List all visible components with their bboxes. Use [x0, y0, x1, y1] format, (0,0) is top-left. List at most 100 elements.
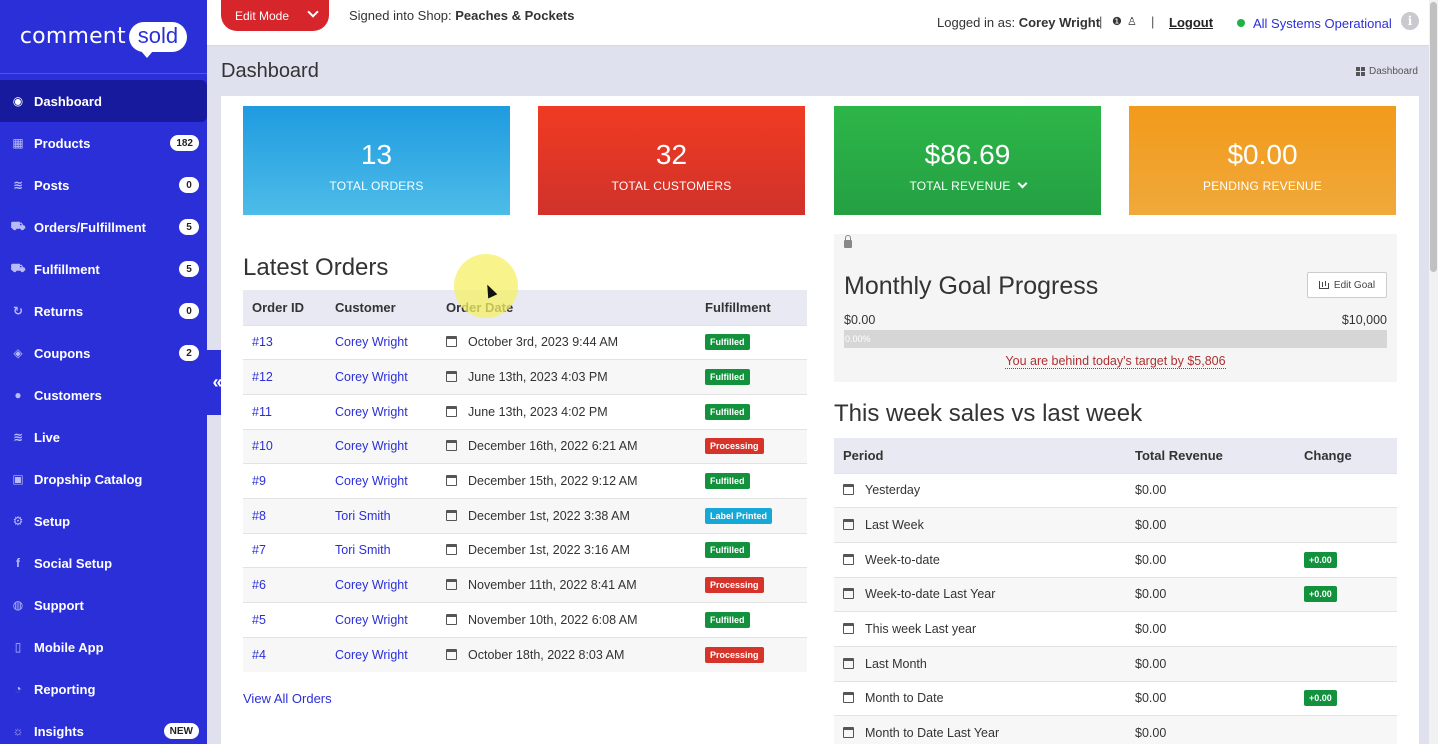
- help-info-icon[interactable]: i: [1401, 12, 1419, 30]
- sidebar-item-live[interactable]: ≋ Live: [0, 416, 207, 458]
- stat-label-text: PENDING REVENUE: [1202, 179, 1323, 193]
- sidebar-item-mobile-app[interactable]: ▯ Mobile App: [0, 626, 207, 668]
- sidebar-item-customers[interactable]: ● Customers: [0, 374, 207, 416]
- sidebar-item-returns[interactable]: ↻ Returns 0: [0, 290, 207, 332]
- order-date-cell: December 16th, 2022 6:21 AM: [437, 428, 696, 464]
- page-scrollbar[interactable]: [1429, 0, 1438, 744]
- sidebar-item-support[interactable]: ◍ Support: [0, 584, 207, 626]
- sidebar-item-fulfillment[interactable]: ⛟ Fulfillment 5: [0, 248, 207, 290]
- sidebar-item-coupons[interactable]: ◈ Coupons 2: [0, 332, 207, 374]
- customer-link[interactable]: Corey Wright: [335, 612, 408, 627]
- system-status-link[interactable]: All Systems Operational: [1253, 16, 1392, 31]
- change-cell: +0.00: [1295, 541, 1397, 578]
- calendar-icon: [843, 484, 854, 496]
- scrollbar-thumb[interactable]: [1430, 2, 1437, 272]
- weekly-sales-table: Period Total Revenue Change Yesterday $0.…: [834, 438, 1397, 744]
- customer-link[interactable]: Corey Wright: [335, 578, 408, 593]
- sidebar-item-social-setup[interactable]: f Social Setup: [0, 542, 207, 584]
- lock-icon: [844, 235, 852, 248]
- user-switch-icon[interactable]: ♙: [1127, 16, 1137, 28]
- order-id-cell: #11: [243, 393, 326, 430]
- column-header: Change: [1295, 438, 1397, 473]
- sidebar-item-label: Reporting: [34, 681, 96, 697]
- customer-link[interactable]: Tori Smith: [335, 508, 391, 523]
- order-id-link[interactable]: #5: [252, 612, 266, 627]
- sidebar-item-insights[interactable]: ☼ Insights NEW: [0, 710, 207, 744]
- stat-label-text: TOTAL CUSTOMERS: [611, 179, 732, 193]
- order-id-cell: #4: [243, 636, 326, 672]
- order-id-link[interactable]: #4: [252, 647, 266, 662]
- customer-cell: Corey Wright: [326, 428, 437, 464]
- order-id-link[interactable]: #11: [252, 404, 272, 419]
- breadcrumb-dashboard: Dashboard: [1369, 66, 1418, 77]
- truck-icon: ⛟: [10, 219, 26, 233]
- sidebar-item-reporting[interactable]: ◔ Reporting: [0, 668, 207, 710]
- breadcrumb[interactable]: Dashboard: [1356, 66, 1418, 77]
- period-label: Week-to-date: [865, 552, 940, 567]
- stat-value: 32: [655, 139, 688, 170]
- goal-progress-bar: 0.00%: [844, 330, 1387, 348]
- period-cell: Month to Date Last Year: [834, 715, 1126, 744]
- stat-value: $0.00: [1227, 139, 1298, 170]
- sidebar-item-products[interactable]: ▦ Products 182: [0, 122, 207, 164]
- sidebar-item-posts[interactable]: ≋ Posts 0: [0, 164, 207, 206]
- customer-link[interactable]: Corey Wright: [335, 404, 408, 419]
- sidebar-item-label: Setup: [34, 513, 71, 529]
- revenue-cell: $0.00: [1126, 472, 1295, 508]
- order-id-link[interactable]: #9: [252, 474, 266, 489]
- click-highlight: [454, 254, 518, 318]
- progress-percent: 0.00%: [845, 334, 871, 344]
- status-badge: Fulfilled: [705, 403, 750, 420]
- customer-link[interactable]: Corey Wright: [335, 439, 408, 454]
- edit-mode-button[interactable]: Edit Mode: [221, 0, 329, 31]
- order-id-link[interactable]: #12: [252, 370, 273, 385]
- customer-link[interactable]: Corey Wright: [335, 474, 408, 489]
- sidebar-item-dropship-catalog[interactable]: ▣ Dropship Catalog: [0, 458, 207, 500]
- customer-cell: Corey Wright: [326, 393, 437, 430]
- commentsold-logo[interactable]: comment sold: [0, 0, 207, 74]
- logo-text: comment: [19, 24, 126, 49]
- order-id-link[interactable]: #6: [252, 578, 266, 593]
- order-date-cell: December 1st, 2022 3:16 AM: [437, 532, 696, 568]
- order-id-link[interactable]: #7: [252, 543, 266, 558]
- customer-link[interactable]: Tori Smith: [335, 543, 391, 558]
- customer-link[interactable]: Corey Wright: [335, 647, 408, 662]
- sidebar-item-orders-fulfillment[interactable]: ⛟ Orders/Fulfillment 5: [0, 206, 207, 248]
- logout-link[interactable]: Logout: [1169, 15, 1214, 30]
- order-id-link[interactable]: #10: [252, 439, 273, 454]
- sidebar-item-label: Dashboard: [34, 93, 102, 109]
- fulfillment-cell: Processing: [696, 428, 807, 464]
- period-label: Month to Date: [865, 691, 944, 706]
- stat-card-total-revenue[interactable]: $86.69 TOTAL REVENUE: [834, 106, 1101, 215]
- sidebar-item-setup[interactable]: ⚙ Setup: [0, 500, 207, 542]
- chevron-down-icon[interactable]: [1017, 178, 1027, 189]
- box-icon: ▣: [12, 472, 24, 486]
- change-cell: [1295, 507, 1397, 543]
- order-id-cell: #7: [243, 532, 326, 568]
- column-header: Period: [834, 438, 1126, 473]
- tag-icon: ◈: [13, 346, 23, 360]
- period-cell: Week-to-date Last Year: [834, 576, 1126, 612]
- customer-link[interactable]: Corey Wright: [335, 335, 408, 350]
- order-date-cell: November 10th, 2022 6:08 AM: [437, 602, 696, 638]
- order-id-link[interactable]: #13: [252, 335, 273, 350]
- table-row: #10 Corey Wright December 16th, 2022 6:21 …: [243, 428, 807, 464]
- table-row: #9 Corey Wright December 15th, 2022 9:12 A…: [243, 463, 807, 499]
- edit-goal-button[interactable]: Edit Goal: [1307, 272, 1387, 298]
- view-all-orders-link[interactable]: View All Orders: [243, 691, 332, 706]
- sidebar-item-label: Support: [34, 597, 84, 613]
- status-badge: Processing: [705, 577, 764, 594]
- period-cell: Last Month: [834, 645, 1126, 682]
- table-row: Week-to-date $0.00 +0.00: [834, 541, 1397, 578]
- info-icon[interactable]: ❶: [1112, 16, 1122, 28]
- customer-cell: Corey Wright: [326, 359, 437, 395]
- count-badge: 2: [179, 345, 199, 361]
- order-id-link[interactable]: #8: [252, 508, 266, 523]
- customer-link[interactable]: Corey Wright: [335, 370, 408, 385]
- calendar-icon: [446, 440, 457, 452]
- sidebar-item-dashboard[interactable]: ◉ Dashboard: [0, 80, 207, 122]
- calendar-icon: [446, 613, 457, 625]
- count-badge: NEW: [163, 723, 199, 739]
- table-row: #6 Corey Wright November 11th, 2022 8:41 A…: [243, 567, 807, 603]
- period-label: Yesterday: [865, 483, 921, 498]
